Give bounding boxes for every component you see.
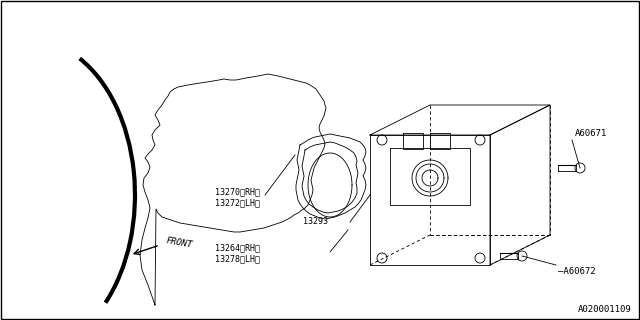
Text: A60671: A60671 — [575, 129, 607, 138]
Text: ...: ... — [245, 244, 253, 252]
Text: 13278〈LH〉: 13278〈LH〉 — [215, 254, 260, 263]
Text: 13264〈RH〉: 13264〈RH〉 — [215, 244, 260, 252]
Text: FRONT: FRONT — [165, 236, 193, 250]
Text: 13293: 13293 — [303, 218, 328, 227]
Text: —A60672: —A60672 — [558, 267, 596, 276]
Text: A020001109: A020001109 — [579, 305, 632, 314]
Text: 13272〈LH〉: 13272〈LH〉 — [215, 198, 260, 207]
Text: 13270〈RH〉: 13270〈RH〉 — [215, 188, 260, 196]
